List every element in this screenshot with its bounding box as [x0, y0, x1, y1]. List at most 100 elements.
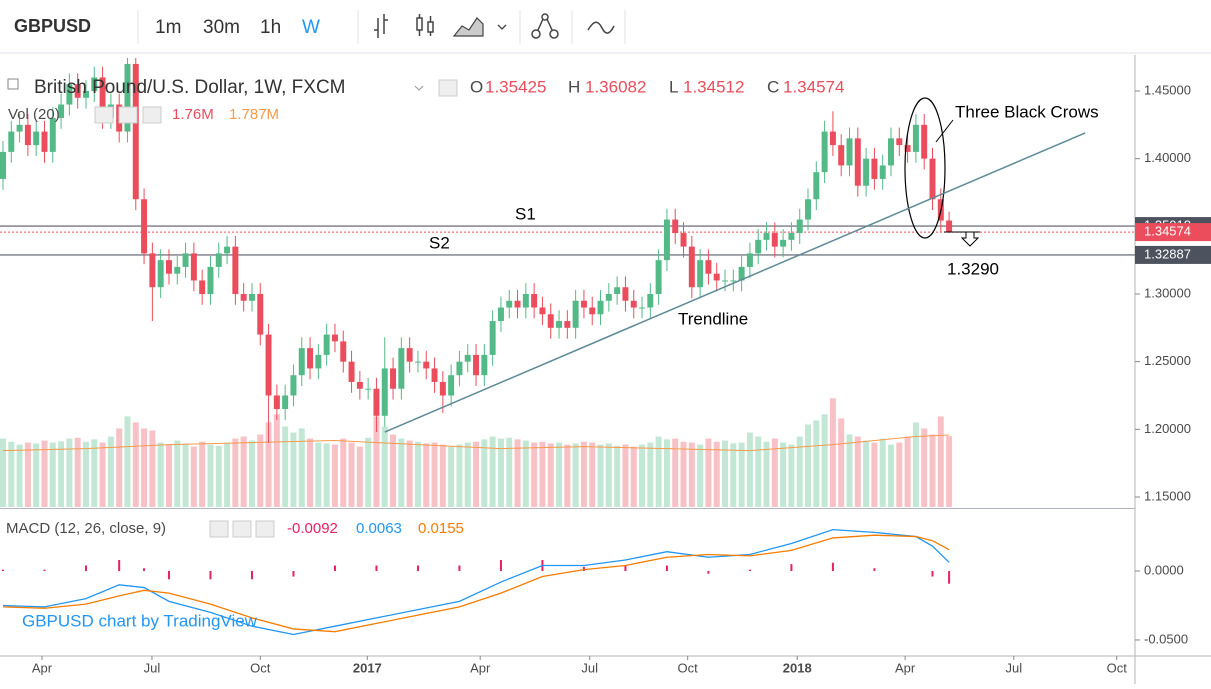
candle-body: [497, 307, 504, 322]
histogram-bar: [499, 559, 502, 572]
candle-body: [132, 63, 139, 200]
macd-title: MACD (12, 26, close, 9): [6, 520, 166, 537]
candle-body: [630, 300, 637, 308]
candle-body: [282, 395, 289, 410]
candle-body: [746, 253, 753, 267]
volume-bar: [199, 441, 206, 507]
histogram-bar: [118, 559, 121, 572]
y-tick-label: 1.15000: [1144, 488, 1191, 503]
volume-bar: [846, 434, 853, 507]
eye-icon[interactable]: [438, 79, 458, 97]
volume-bar: [713, 441, 720, 507]
volume-bar: [207, 444, 214, 507]
signal-line: [2, 534, 950, 633]
y-tick-label: 1.25000: [1144, 353, 1191, 368]
interval[interactable]: 1h: [260, 17, 281, 38]
candle-body: [141, 199, 148, 254]
annotation: Three Black Crows: [955, 102, 1099, 121]
volume-bar: [224, 442, 231, 507]
volume-bar: [381, 426, 388, 507]
candle-body: [257, 293, 264, 335]
histogram-bar: [292, 571, 295, 577]
x-tick-label: Apr: [32, 660, 53, 675]
volume-bar: [506, 437, 513, 507]
indicators-icon[interactable]: [531, 13, 559, 39]
candle-body: [91, 77, 98, 91]
candle-body: [49, 118, 56, 152]
candle-body: [663, 219, 670, 261]
target-arrow: [944, 231, 980, 247]
compare-icon[interactable]: [587, 21, 615, 34]
x-tick-label: Oct: [1107, 660, 1128, 675]
volume-bar: [74, 437, 81, 507]
pattern-ellipse: [904, 97, 946, 239]
settings-icon[interactable]: [118, 106, 138, 124]
watermark: GBPUSD chart by TradingView: [22, 611, 258, 630]
dropdown[interactable]: [497, 24, 507, 30]
volume-bar: [929, 434, 936, 507]
eye-icon[interactable]: [94, 106, 114, 124]
candle-body: [215, 253, 222, 267]
volume-bar: [33, 443, 40, 507]
y-tick-label: -0.0500: [1144, 631, 1188, 646]
volume-bar: [904, 436, 911, 507]
volume-bar: [473, 441, 480, 507]
candle-body: [365, 388, 372, 390]
interval[interactable]: 1m: [155, 17, 181, 38]
volume-bar: [688, 442, 695, 507]
volume-bar: [132, 422, 139, 507]
volume-bar: [746, 432, 753, 507]
volume-bar: [398, 438, 405, 507]
eye-icon[interactable]: [209, 520, 229, 538]
x-tick-label: Apr: [470, 660, 491, 675]
h-label: H: [568, 77, 580, 96]
area-icon[interactable]: [452, 17, 484, 37]
settings-icon[interactable]: [232, 520, 252, 538]
candle-body: [315, 354, 322, 369]
volume-bar: [298, 428, 305, 507]
close-icon[interactable]: [142, 106, 162, 124]
histogram-value: -0.0092: [287, 520, 338, 537]
trendline: [384, 132, 1086, 433]
macd-line: [2, 528, 950, 636]
macd-value: 0.0063: [356, 520, 402, 537]
interval[interactable]: 30m: [203, 17, 240, 38]
candle-body: [871, 158, 878, 179]
volume-bar: [539, 441, 546, 507]
volume-bar: [481, 439, 488, 507]
close-icon[interactable]: [255, 520, 275, 538]
candle-body: [946, 220, 953, 233]
candle-body: [481, 354, 488, 376]
volume-bar: [282, 426, 289, 507]
collapse-icon[interactable]: [7, 78, 19, 90]
bar-style-icon[interactable]: [374, 14, 388, 38]
candle-body: [390, 368, 397, 389]
volume-value: 1.76M: [172, 106, 214, 123]
candle-body: [439, 381, 446, 396]
candle-body: [688, 246, 695, 288]
dropdown[interactable]: [414, 85, 424, 91]
candle-body: [273, 395, 280, 410]
volume-bar: [99, 442, 106, 507]
candle-body: [431, 368, 438, 382]
candle-body: [323, 334, 330, 355]
volume-bar: [149, 430, 156, 507]
volume-bar: [630, 446, 637, 507]
candle-icon[interactable]: [416, 14, 434, 36]
candle-body: [639, 307, 646, 309]
volume-bar: [265, 422, 272, 507]
interval-active[interactable]: W: [302, 17, 320, 38]
y-tick-label: 1.40000: [1144, 150, 1191, 165]
candle-body: [846, 138, 853, 166]
y-tick-label: 1.45000: [1144, 82, 1191, 97]
candle-body: [248, 293, 255, 301]
volume-bar: [556, 442, 563, 507]
candle-body: [580, 300, 587, 308]
volume-bar: [589, 442, 596, 507]
volume-bar: [912, 422, 919, 507]
volume-bar: [788, 444, 795, 507]
candle-body: [888, 138, 894, 166]
volume-bar: [58, 441, 65, 507]
volume-bar: [331, 444, 338, 507]
symbol[interactable]: GBPUSD: [14, 16, 91, 36]
